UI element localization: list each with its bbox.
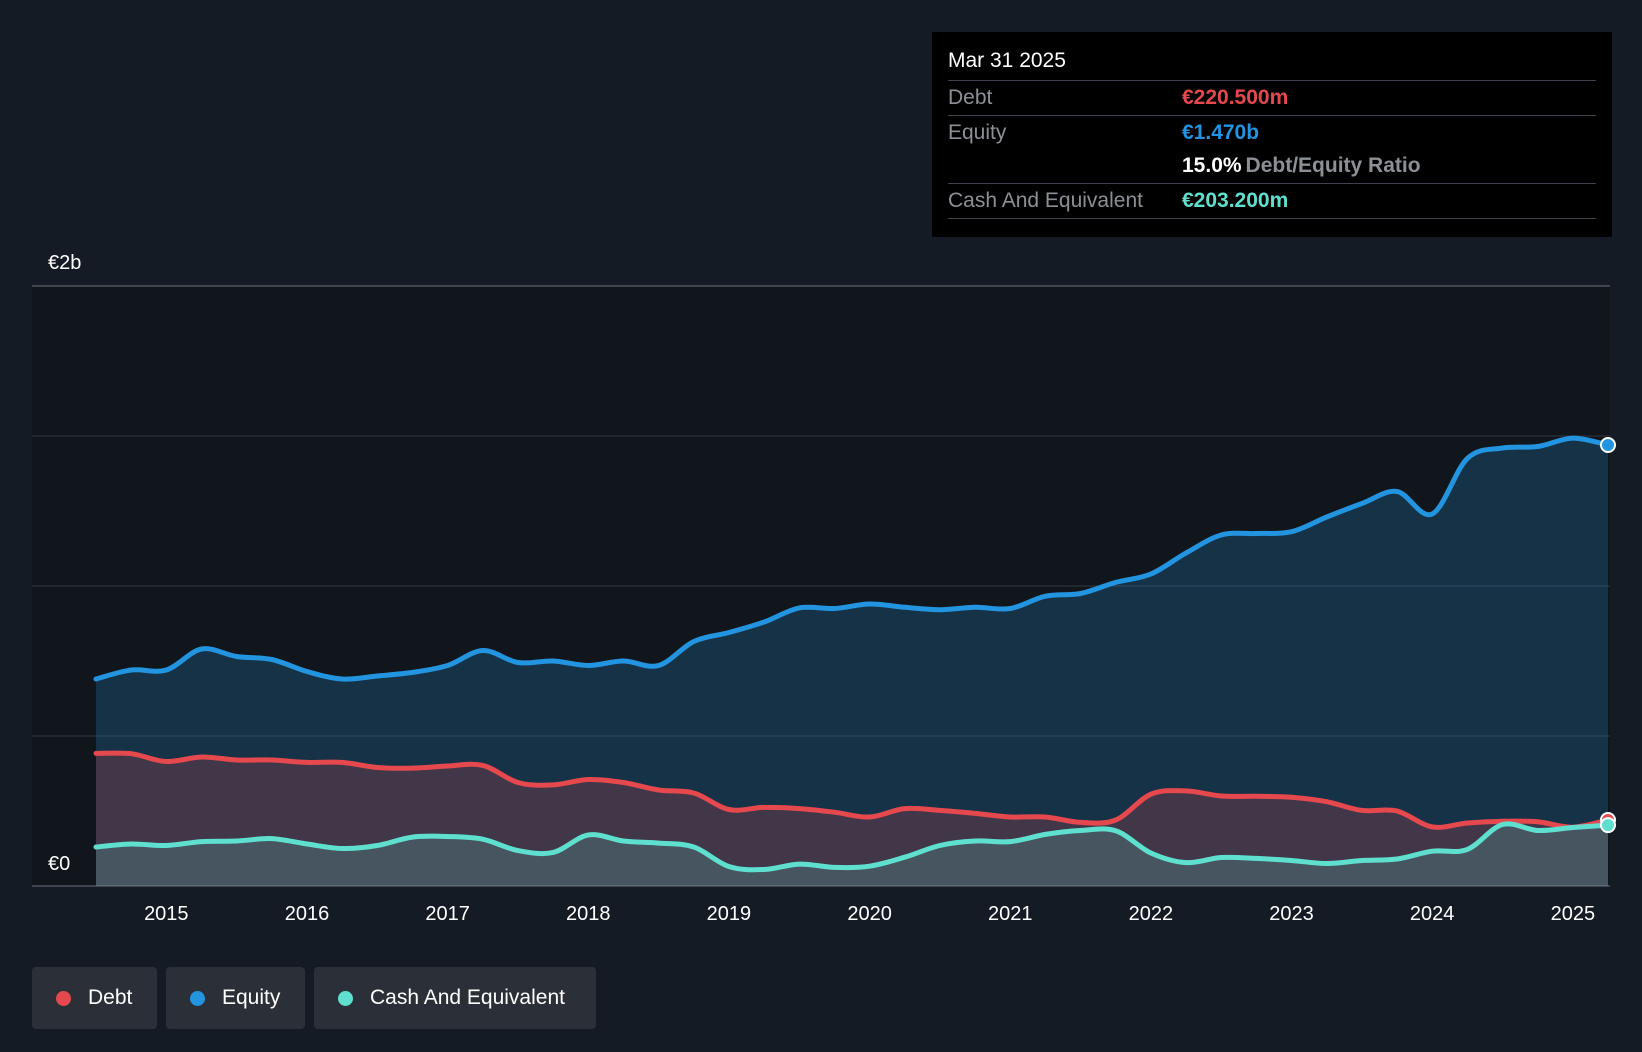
- legend-item-debt[interactable]: Debt: [32, 967, 157, 1029]
- legend-equity-label: Equity: [222, 986, 281, 1009]
- tooltip-debt-row: Debt €220.500m: [948, 81, 1596, 116]
- tooltip-ratio-value: 15.0%: [1182, 154, 1242, 177]
- x-tick-label: 2021: [988, 903, 1033, 925]
- legend-debt-dot: [56, 991, 71, 1006]
- legend-debt-label: Debt: [88, 986, 133, 1009]
- legend-equity-dot: [190, 991, 205, 1006]
- series-areas: [96, 438, 1608, 886]
- legend-cash-label: Cash And Equivalent: [370, 986, 565, 1009]
- tooltip-date: Mar 31 2025: [948, 46, 1596, 81]
- tooltip-debt-value: €220.500m: [1182, 86, 1289, 109]
- cash-and-equivalent-line: [93, 821, 1611, 873]
- tooltip-equity-label: Equity: [948, 121, 1007, 144]
- equity-line: [93, 435, 1611, 682]
- legend-item-cash[interactable]: Cash And Equivalent: [314, 967, 596, 1029]
- y-axis-bottom-label: €0: [48, 853, 70, 875]
- x-tick-label: 2016: [285, 903, 330, 925]
- x-axis-ticks: 2015 2016 2017 2018 2019 2020 2021 2022 2023 2024…: [144, 903, 1595, 925]
- tooltip-cash-label: Cash And Equivalent: [948, 189, 1143, 212]
- tooltip-ratio: 15.0% Debt/Equity Ratio: [1182, 149, 1421, 183]
- tooltip-equity-value: €1.470b: [1182, 121, 1260, 144]
- tooltip-panel: Mar 31 2025 Debt €220.500m Equity €1.470…: [932, 32, 1612, 237]
- legend-cash-dot: [338, 991, 353, 1006]
- tooltip-cash-row: Cash And Equivalent €203.200m: [948, 184, 1596, 219]
- tooltip-cash-value: €203.200m: [1182, 189, 1289, 212]
- x-tick-label: 2025: [1551, 903, 1596, 925]
- debt-area: [96, 753, 1608, 886]
- series-endpoints: [1600, 437, 1616, 834]
- cash-and-equivalent-endpoint: [1600, 817, 1616, 834]
- y-axis-top-label: €2b: [48, 252, 81, 274]
- tooltip-equity-row: Equity €1.470b: [948, 116, 1596, 150]
- tooltip-ratio-label: Debt/Equity Ratio: [1245, 154, 1421, 177]
- x-tick-label: 2023: [1269, 903, 1314, 925]
- debt-line: [93, 750, 1611, 830]
- gridlines: [32, 285, 1610, 887]
- x-tick-label: 2024: [1410, 903, 1455, 925]
- tooltip-ratio-row: 15.0% Debt/Equity Ratio: [948, 149, 1596, 184]
- tooltip-debt-label: Debt: [948, 86, 993, 109]
- equity-endpoint: [1600, 437, 1616, 453]
- x-tick-label: 2015: [144, 903, 189, 925]
- x-tick-label: 2017: [425, 903, 470, 925]
- x-tick-label: 2020: [847, 903, 892, 925]
- equity-area: [96, 438, 1608, 886]
- series-lines: [93, 435, 1611, 873]
- x-tick-label: 2018: [566, 903, 611, 925]
- x-tick-label: 2019: [707, 903, 752, 925]
- x-tick-label: 2022: [1129, 903, 1174, 925]
- legend-item-equity[interactable]: Equity: [166, 967, 305, 1029]
